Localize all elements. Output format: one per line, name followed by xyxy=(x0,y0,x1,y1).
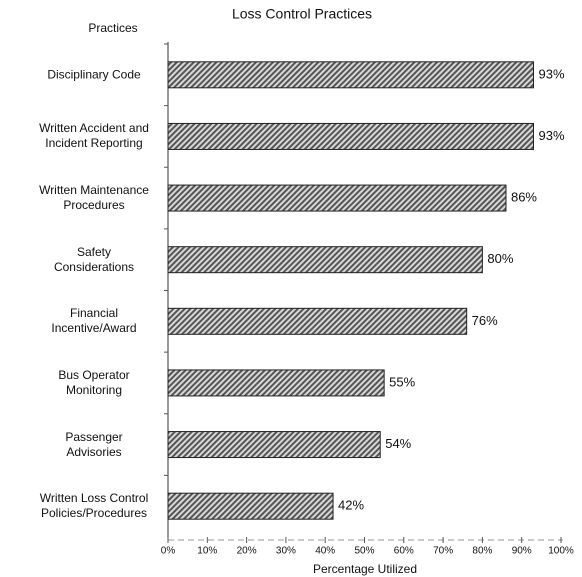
y-tick-label: Financial Incentive/Award xyxy=(51,306,137,336)
y-tick-label: Passenger Advisories xyxy=(65,429,123,459)
x-tick-label: 50% xyxy=(354,546,374,557)
y-tick-label: Written Maintenance Procedures xyxy=(39,183,149,213)
y-axis-title: Practices xyxy=(88,21,137,35)
x-tick-label: 70% xyxy=(433,546,453,557)
y-tick-label: Safety Considerations xyxy=(53,244,135,274)
x-tick-label: 90% xyxy=(512,546,532,557)
value-label: 42% xyxy=(338,498,364,513)
x-tick-label: 60% xyxy=(394,546,414,557)
y-tick-label: Disciplinary Code xyxy=(47,67,141,82)
x-tick-label: 30% xyxy=(276,546,296,557)
value-label: 55% xyxy=(389,374,415,389)
x-tick-label: 40% xyxy=(315,546,335,557)
x-tick-label: 80% xyxy=(472,546,492,557)
y-tick-label: Bus Operator Monitoring xyxy=(58,367,130,397)
x-axis-title: Percentage Utilized xyxy=(313,562,417,576)
chart-title: Loss Control Practices xyxy=(232,6,372,22)
value-label: 93% xyxy=(538,66,564,81)
value-label: 76% xyxy=(472,313,498,328)
x-tick-label: 0% xyxy=(161,546,176,557)
bar xyxy=(167,246,483,274)
value-label: 86% xyxy=(511,190,537,205)
bar xyxy=(167,307,468,335)
bar xyxy=(167,431,381,459)
y-tick-label: Written Loss Control Policies/Procedures xyxy=(39,491,149,521)
bar xyxy=(167,122,534,150)
value-label: 54% xyxy=(385,436,411,451)
value-label: 93% xyxy=(538,128,564,143)
y-tick-label: Written Accident and Incident Reporting xyxy=(39,121,149,151)
x-tick-label: 100% xyxy=(548,546,574,557)
bar xyxy=(167,369,385,397)
bar xyxy=(167,492,334,520)
x-tick-label: 20% xyxy=(237,546,257,557)
bar xyxy=(167,184,507,212)
x-tick-label: 10% xyxy=(197,546,217,557)
bar xyxy=(167,61,534,89)
value-label: 80% xyxy=(487,251,513,266)
